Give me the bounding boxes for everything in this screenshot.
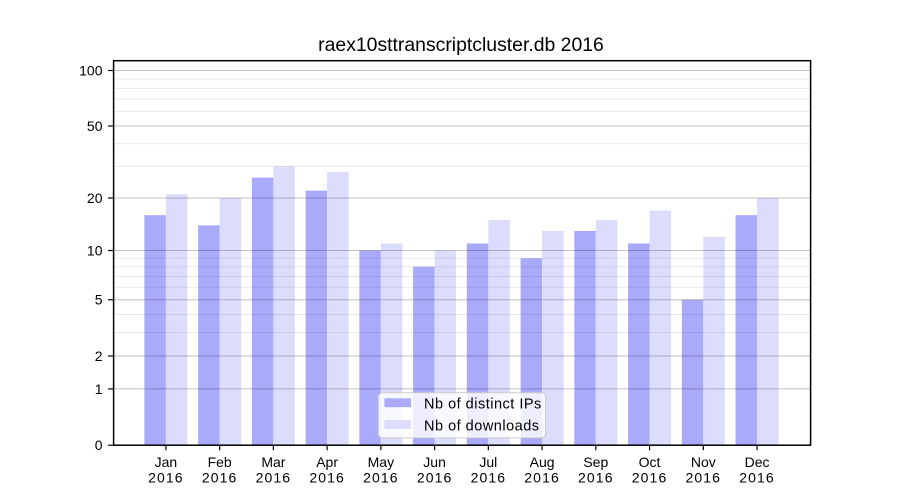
svg-text:50: 50 [87,118,103,134]
svg-text:2016: 2016 [524,470,560,486]
svg-text:1: 1 [95,381,103,397]
svg-text:2016: 2016 [202,470,238,486]
svg-text:2016: 2016 [632,470,668,486]
svg-text:raex10sttranscriptcluster.db 2: raex10sttranscriptcluster.db 2016 [318,34,604,56]
svg-text:5: 5 [95,292,103,308]
svg-text:2: 2 [95,348,103,364]
svg-text:2016: 2016 [471,470,507,486]
svg-text:20: 20 [87,190,103,206]
svg-text:Nov: Nov [691,454,716,470]
svg-text:2016: 2016 [256,470,292,486]
svg-text:100: 100 [79,62,103,78]
svg-text:Feb: Feb [208,454,232,470]
svg-text:Nb of downloads: Nb of downloads [424,419,540,435]
svg-text:Jun: Jun [423,454,446,470]
svg-text:May: May [368,454,394,470]
svg-text:Nb of distinct IPs: Nb of distinct IPs [424,397,542,413]
svg-text:Sep: Sep [583,454,608,470]
svg-text:2016: 2016 [578,470,614,486]
svg-text:2016: 2016 [363,470,399,486]
svg-text:2016: 2016 [417,470,453,486]
svg-text:2016: 2016 [739,470,775,486]
svg-text:Jan: Jan [155,454,178,470]
svg-text:Apr: Apr [316,454,338,470]
svg-text:Aug: Aug [530,454,555,470]
svg-text:Mar: Mar [261,454,285,470]
svg-text:Dec: Dec [745,454,770,470]
svg-text:2016: 2016 [309,470,345,486]
svg-text:0: 0 [95,437,103,453]
svg-text:Jul: Jul [479,454,497,470]
svg-text:Oct: Oct [639,454,661,470]
svg-text:2016: 2016 [686,470,722,486]
svg-text:2016: 2016 [148,470,184,486]
svg-text:10: 10 [87,243,103,259]
